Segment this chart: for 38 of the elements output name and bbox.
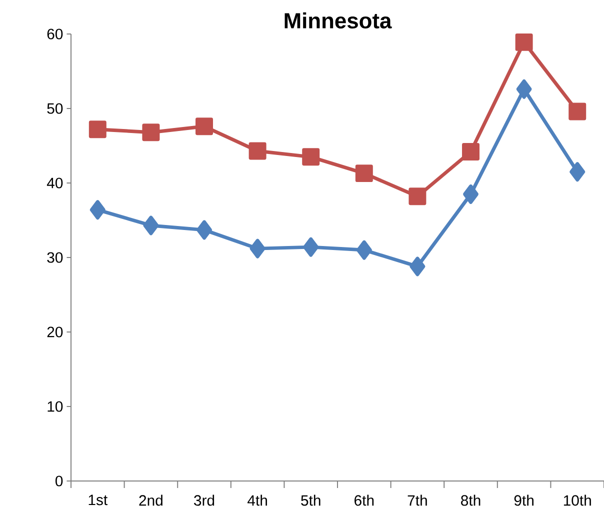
y-tick-label: 50 bbox=[47, 103, 63, 114]
x-tick-label: 3rd bbox=[194, 494, 214, 506]
x-tick-label: 8th bbox=[461, 494, 480, 506]
x-tick-label: 4th bbox=[248, 494, 267, 506]
x-tick-label: 5th bbox=[301, 494, 320, 506]
point bbox=[88, 120, 106, 138]
point bbox=[356, 240, 372, 260]
x-tick-label: 10th bbox=[564, 494, 591, 506]
point bbox=[462, 142, 480, 160]
point bbox=[408, 188, 426, 206]
point bbox=[303, 237, 319, 257]
point bbox=[516, 79, 532, 99]
x-tick-label: 7th bbox=[408, 494, 427, 506]
point bbox=[355, 164, 373, 182]
point bbox=[196, 220, 212, 240]
point bbox=[410, 256, 426, 276]
y-tick-label: 30 bbox=[47, 252, 63, 263]
point bbox=[143, 216, 159, 236]
point bbox=[302, 148, 320, 166]
y-tick-label: 0 bbox=[55, 476, 63, 486]
point bbox=[196, 118, 213, 136]
point bbox=[568, 102, 586, 120]
point bbox=[250, 238, 266, 258]
chart-title: Minnesota bbox=[284, 12, 392, 29]
y-tick-label: 40 bbox=[46, 178, 63, 188]
point bbox=[463, 184, 479, 204]
y-tick-label: 20 bbox=[47, 326, 63, 338]
point bbox=[142, 124, 160, 142]
x-tick-label: 9th bbox=[514, 494, 534, 506]
x-tick-label: 6th bbox=[354, 494, 374, 506]
point bbox=[90, 200, 106, 220]
y-tick-label: 10 bbox=[48, 401, 63, 412]
point bbox=[515, 33, 533, 51]
y-tick-label: 60 bbox=[47, 28, 63, 40]
x-tick-label: 2nd bbox=[139, 494, 162, 506]
point bbox=[570, 162, 586, 182]
x-tick-label: 1st bbox=[88, 494, 108, 506]
point bbox=[248, 142, 266, 160]
